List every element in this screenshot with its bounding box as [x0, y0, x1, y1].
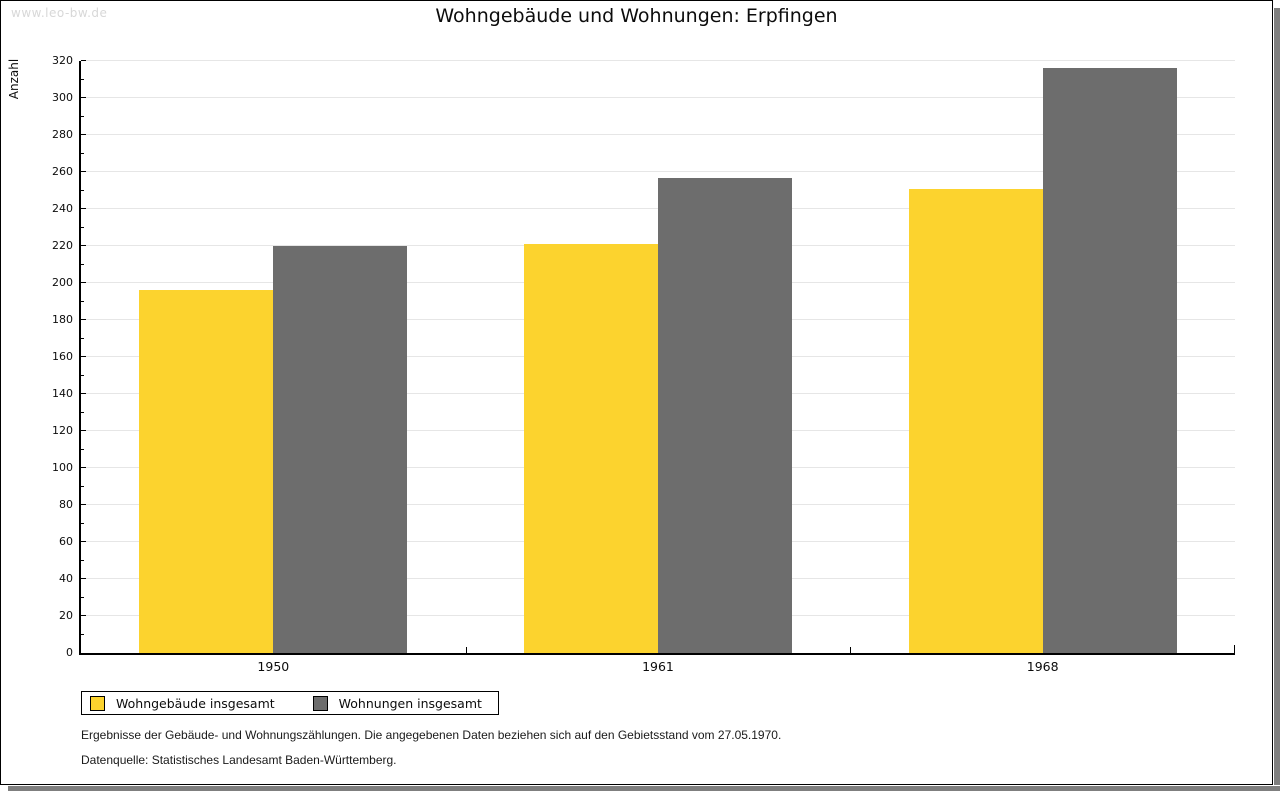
y-axis-major-tick — [81, 430, 86, 431]
legend-item: Wohngebäude insgesamt — [90, 695, 275, 711]
y-axis-major-tick — [81, 541, 86, 542]
y-axis-minor-tick — [81, 559, 84, 561]
y-axis-minor-tick — [81, 411, 84, 413]
y-axis-major-tick — [81, 171, 86, 172]
y-axis-tick-label: 80 — [59, 498, 73, 511]
y-axis-minor-tick — [81, 152, 84, 154]
y-axis-minor-tick — [81, 596, 84, 598]
y-axis-tick-label: 220 — [52, 239, 73, 252]
y-axis-tick-label: 140 — [52, 387, 73, 400]
watermark: www.leo-bw.de — [11, 6, 108, 20]
y-axis-minor-tick — [81, 374, 84, 376]
y-axis-major-tick — [81, 282, 86, 283]
y-axis-minor-tick — [81, 226, 84, 228]
frame-shadow-bottom — [8, 786, 1280, 791]
x-axis-end-tick — [1234, 645, 1235, 653]
frame-shadow-right — [1274, 8, 1280, 785]
gridline — [81, 134, 1235, 135]
y-axis-major-tick — [81, 319, 86, 320]
legend-swatch — [312, 695, 328, 711]
y-axis-minor-tick — [81, 337, 84, 339]
legend-label: Wohngebäude insgesamt — [116, 695, 275, 711]
y-axis-minor-tick — [81, 263, 84, 265]
y-axis-major-tick — [81, 393, 86, 394]
plot-area: 0 20 40 60 80 100 120 140 160 180 200 220 240 260 280 3… — [52, 54, 1235, 674]
y-axis-major-tick — [81, 467, 86, 468]
legend-item: Wohnungen insgesamt — [312, 695, 482, 711]
y-axis-minor-tick — [81, 485, 84, 487]
y-axis-major-tick — [81, 134, 86, 135]
y-axis-major-tick — [81, 504, 86, 505]
y-axis-tick-label: 260 — [52, 165, 73, 178]
y-axis-minor-tick — [81, 189, 84, 191]
bar — [524, 244, 658, 653]
x-axis-tick-label: 1968 — [1026, 659, 1059, 674]
y-axis-tick-label: 20 — [59, 609, 73, 622]
bar — [273, 246, 408, 653]
y-axis-tick-label: 240 — [52, 202, 73, 215]
x-axis-tick — [465, 647, 467, 653]
y-axis-label: Anzahl — [7, 58, 21, 100]
y-axis-tick-label: 100 — [52, 461, 73, 474]
y-axis-major-tick — [81, 97, 86, 98]
footnote-source-note: Ergebnisse der Gebäude- und Wohnungszähl… — [81, 728, 782, 742]
y-axis-minor-tick — [81, 115, 84, 117]
y-axis-tick-label: 200 — [52, 276, 73, 289]
footnote-data-source: Datenquelle: Statistisches Landesamt Bad… — [81, 753, 397, 767]
y-axis-tick-label: 60 — [59, 535, 73, 548]
y-axis-major-tick — [81, 60, 86, 61]
bar — [658, 177, 792, 653]
chart-title: Wohngebäude und Wohnungen: Erpfingen — [435, 5, 838, 27]
y-axis-tick-label: 300 — [52, 91, 73, 104]
y-axis-tick-label: 40 — [59, 572, 73, 585]
x-axis-tick-label: 1950 — [257, 659, 290, 674]
y-axis-tick-label: 120 — [52, 424, 73, 437]
y-axis-major-tick — [81, 578, 86, 579]
y-axis-tick-label: 0 — [66, 646, 73, 659]
y-axis-major-tick — [81, 356, 86, 357]
y-axis-minor-tick — [81, 448, 84, 450]
x-axis-tick-label: 1961 — [642, 659, 674, 674]
legend-swatch — [90, 695, 105, 711]
bar — [1042, 68, 1177, 653]
y-axis-tick-label: 180 — [52, 313, 73, 326]
bar — [908, 188, 1043, 653]
y-axis-minor-tick — [81, 633, 84, 635]
y-axis-minor-tick — [81, 78, 84, 80]
legend-label: Wohnungen insgesamt — [338, 695, 482, 711]
legend: Wohngebäude insgesamt Wohnungen insgesamt — [81, 691, 499, 715]
y-axis-tick-label: 280 — [52, 128, 73, 141]
y-axis-minor-tick — [81, 300, 84, 302]
gridline — [81, 60, 1235, 61]
y-axis-tick-label: 160 — [52, 350, 73, 363]
gridline — [81, 171, 1235, 172]
y-axis-minor-tick — [81, 522, 84, 524]
bar — [139, 290, 274, 653]
x-axis-tick — [850, 647, 852, 653]
y-axis-major-tick — [81, 208, 86, 209]
y-axis-major-tick — [81, 615, 86, 616]
gridline — [81, 97, 1235, 98]
y-axis-major-tick — [81, 245, 86, 246]
y-axis-tick-label: 320 — [52, 54, 73, 67]
